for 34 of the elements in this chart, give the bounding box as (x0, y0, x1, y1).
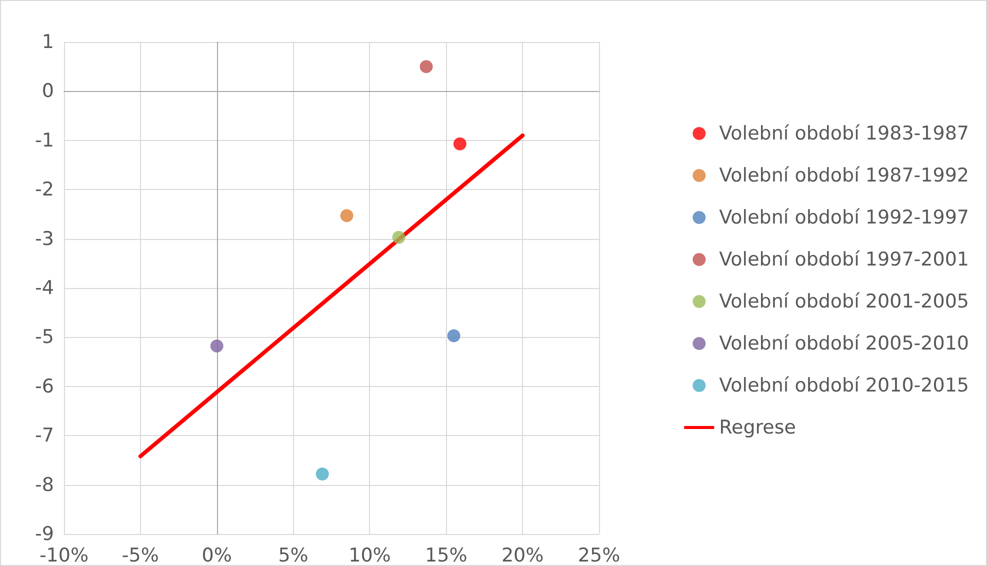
legend-label: Volební období 2005-2010 (719, 332, 970, 354)
y-tick-label: -4 (35, 277, 54, 299)
y-tick-label: -3 (35, 228, 54, 250)
point (420, 60, 433, 74)
y-tick-label: -8 (35, 474, 54, 496)
x-tick-label: 25% (578, 544, 620, 566)
x-tick-label: -10% (39, 544, 89, 566)
y-tick-label: -6 (35, 375, 54, 398)
y-tick-label: -7 (35, 424, 54, 447)
legend-label: Volební období 1992-1997 (719, 206, 970, 228)
legend-label: Volební období 2001-2005 (719, 290, 970, 312)
point (316, 467, 329, 480)
point (210, 340, 224, 353)
x-tick-label: 0% (202, 544, 232, 566)
point (392, 230, 406, 244)
legend-label: Regrese (719, 416, 796, 438)
x-tick-label: 15% (425, 544, 468, 566)
y-tick-label: 1 (42, 31, 54, 53)
point (447, 329, 460, 342)
point (340, 209, 354, 222)
legend-label: Volební období 1987-1992 (719, 164, 970, 186)
x-tick-label: 20% (501, 544, 544, 566)
legend-label: Volební období 1983-1987 (719, 122, 970, 144)
x-tick-label: 5% (278, 544, 308, 566)
x-tick-label: 10% (348, 544, 391, 566)
y-tick-label: 0 (42, 80, 54, 102)
legend-label: Volební období 2010-2015 (719, 374, 970, 396)
legend-label: Volební období 1997-2001 (719, 248, 970, 270)
x-tick-label: -5% (122, 544, 159, 566)
y-tick-label: -1 (35, 129, 54, 152)
y-tick-label: -5 (35, 326, 54, 348)
y-tick-label: -9 (35, 523, 54, 545)
y-tick-label: -2 (35, 178, 54, 201)
point (453, 137, 466, 150)
